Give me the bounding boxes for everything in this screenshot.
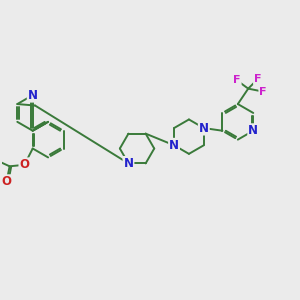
Text: F: F <box>254 74 262 84</box>
Text: F: F <box>233 75 241 85</box>
Text: N: N <box>28 89 38 102</box>
Text: N: N <box>199 122 209 135</box>
Text: N: N <box>124 157 134 170</box>
Text: N: N <box>248 124 258 137</box>
Text: F: F <box>259 87 267 97</box>
Text: O: O <box>2 175 12 188</box>
Text: N: N <box>169 139 179 152</box>
Text: O: O <box>20 158 29 171</box>
